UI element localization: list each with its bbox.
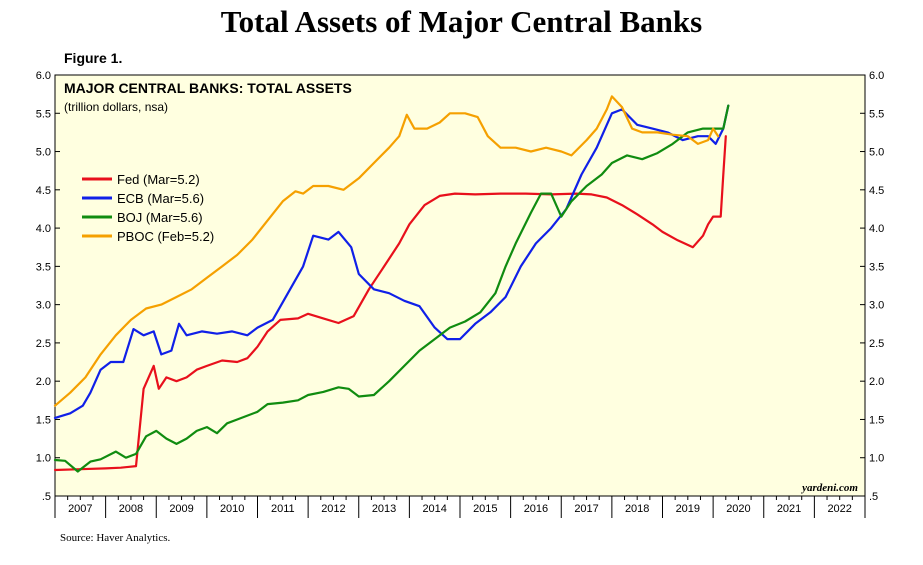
x-tick-label: 2019 (676, 503, 700, 515)
x-tick-label: 2018 (625, 503, 649, 515)
y-tick-label-left: 4.5 (36, 185, 51, 197)
figure-label: Figure 1. (64, 50, 123, 66)
x-tick-label: 2015 (473, 503, 497, 515)
legend-label: ECB (Mar=5.6) (117, 191, 204, 206)
x-tick-label: 2022 (827, 503, 851, 515)
y-tick-label-right: 6.0 (869, 70, 884, 82)
axes: .5 .5 1.0 1.0 1.5 1.5 2.0 2.0 2.5 2.5 3.0 3.0 3.5 3.5… (36, 70, 884, 518)
x-tick-label: 2020 (726, 503, 750, 515)
y-tick-label-right: .5 (869, 491, 878, 503)
y-tick-label-left: 4.0 (36, 223, 51, 235)
x-tick-label: 2007 (68, 503, 92, 515)
y-tick-label-right: 1.5 (869, 414, 884, 426)
x-tick-label: 2021 (777, 503, 801, 515)
y-tick-label-left: 3.5 (36, 261, 51, 273)
x-tick-label: 2017 (574, 503, 598, 515)
y-tick-label-left: .5 (42, 491, 51, 503)
source-note: Source: Haver Analytics. (60, 532, 171, 544)
x-tick-label: 2016 (524, 503, 548, 515)
y-tick-label-right: 5.0 (869, 147, 884, 159)
series-line (53, 135, 727, 472)
y-tick-label-right: 1.0 (869, 453, 884, 465)
x-tick-label: 2011 (271, 503, 295, 515)
chart-subtitle: (trillion dollars, nsa) (64, 100, 168, 114)
x-tick-label: 2012 (321, 503, 345, 515)
series-lines (53, 95, 730, 473)
y-tick-label-left: 5.5 (36, 108, 51, 120)
y-tick-label-left: 5.0 (36, 147, 51, 159)
watermark: yardeni.com (800, 482, 858, 494)
y-tick-label-right: 3.0 (869, 300, 884, 312)
y-tick-label-left: 3.0 (36, 300, 51, 312)
plot-area (54, 74, 866, 497)
legend-label: PBOC (Feb=5.2) (117, 229, 214, 244)
y-tick-label-right: 4.0 (869, 223, 884, 235)
legend-label: BOJ (Mar=5.6) (117, 210, 203, 225)
y-tick-label-left: 6.0 (36, 70, 51, 82)
y-tick-label-left: 2.0 (36, 376, 51, 388)
y-tick-label-right: 2.0 (869, 376, 884, 388)
legend: Fed (Mar=5.2) ECB (Mar=5.6) BOJ (Mar=5.6) P… (82, 172, 214, 244)
x-tick-label: 2010 (220, 503, 244, 515)
x-tick-label: 2014 (422, 503, 446, 515)
y-tick-label-left: 2.5 (36, 338, 51, 350)
chart-title: MAJOR CENTRAL BANKS: TOTAL ASSETS (64, 80, 352, 96)
y-tick-label-right: 3.5 (869, 261, 884, 273)
page-title: Total Assets of Major Central Banks (220, 4, 703, 39)
y-tick-label-left: 1.5 (36, 414, 51, 426)
legend-label: Fed (Mar=5.2) (117, 172, 200, 187)
series-line (53, 104, 730, 473)
x-tick-label: 2009 (169, 503, 193, 515)
series-line (53, 95, 720, 407)
x-tick-label: 2008 (119, 503, 143, 515)
y-tick-label-right: 4.5 (869, 185, 884, 197)
y-tick-label-left: 1.0 (36, 453, 51, 465)
y-tick-label-right: 2.5 (869, 338, 884, 350)
x-tick-label: 2013 (372, 503, 396, 515)
y-tick-label-right: 5.5 (869, 108, 884, 120)
